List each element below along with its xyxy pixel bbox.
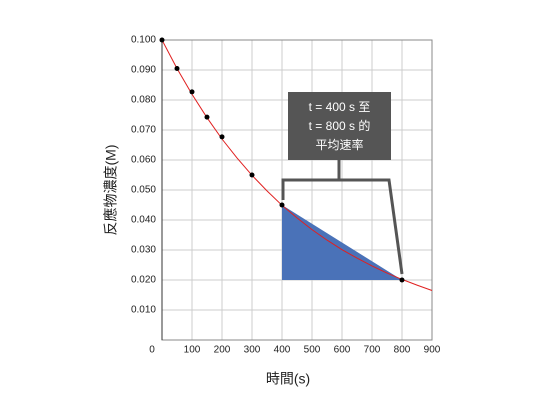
data-point (159, 37, 165, 43)
x-tick-label: 800 (394, 345, 411, 356)
x-tick-label: 600 (334, 345, 351, 356)
annotation-text: 平均速率 (315, 137, 363, 152)
x-tick-label: 300 (244, 345, 261, 356)
data-point (204, 114, 210, 120)
y-tick-label: 0.090 (131, 65, 156, 76)
x-tick-label: 0 (149, 345, 155, 356)
y-tick-label: 0.100 (131, 35, 156, 46)
annotation-bracket (281, 160, 404, 275)
y-tick-label: 0.040 (131, 215, 156, 226)
annotation-text: t = 800 s 的 (309, 118, 371, 133)
x-tick-label: 500 (304, 345, 321, 356)
x-tick-label: 700 (364, 345, 381, 356)
data-point (399, 277, 405, 283)
x-tick-label: 900 (424, 345, 441, 356)
data-point (279, 202, 285, 208)
x-axis-label: 時間(s) (266, 371, 310, 387)
x-tick-label: 400 (274, 345, 291, 356)
y-tick-label: 0.080 (131, 95, 156, 106)
annotation-box (288, 92, 391, 160)
highlight-area (282, 205, 402, 280)
y-tick-label: 0.070 (131, 125, 156, 136)
x-tick-label: 100 (184, 345, 201, 356)
y-tick-label: 0.010 (131, 305, 156, 316)
y-tick-label: 0.020 (131, 275, 156, 286)
data-point (219, 134, 225, 140)
data-point (174, 66, 180, 71)
data-point (189, 89, 195, 95)
y-axis-label: 反應物濃度(M) (103, 145, 119, 236)
x-tick-label: 200 (214, 345, 231, 356)
data-point (249, 172, 255, 178)
y-tick-label: 0.030 (131, 245, 156, 256)
y-tick-label: 0.050 (131, 185, 156, 196)
y-tick-label: 0.060 (131, 155, 156, 166)
annotation-text: t = 400 s 至 (309, 100, 371, 114)
